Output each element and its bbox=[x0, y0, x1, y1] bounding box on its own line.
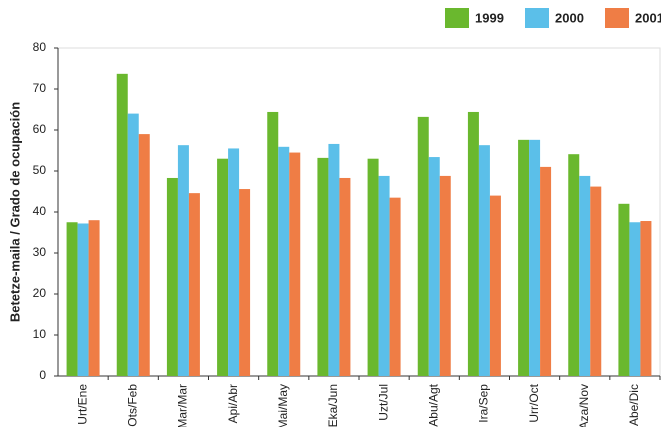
bar bbox=[267, 111, 279, 377]
bar bbox=[640, 221, 652, 376]
bar bbox=[138, 134, 150, 376]
x-tick-label: Abu/Agt bbox=[426, 383, 440, 426]
x-tick-label: Abe/Dic bbox=[627, 384, 641, 426]
bar bbox=[228, 148, 240, 376]
x-tick-label: Mai/May bbox=[276, 384, 290, 427]
y-tick-label: 20 bbox=[33, 286, 47, 300]
bar bbox=[478, 145, 490, 376]
bar bbox=[278, 146, 290, 376]
x-tick-label: Api/Abr bbox=[226, 384, 240, 423]
bar bbox=[328, 143, 340, 376]
x-tick-label: Urr/Oct bbox=[527, 383, 541, 422]
bar bbox=[177, 145, 189, 376]
bar bbox=[289, 152, 301, 376]
bar bbox=[439, 175, 451, 376]
bar bbox=[529, 139, 541, 376]
bar bbox=[389, 197, 401, 376]
bar bbox=[217, 158, 229, 376]
bar bbox=[417, 116, 429, 376]
x-tick-label: Eka/Jun bbox=[326, 384, 340, 427]
y-tick-label: 50 bbox=[33, 163, 47, 177]
legend-text: 1999 bbox=[475, 10, 504, 25]
y-tick-label: 60 bbox=[33, 122, 47, 136]
legend-text: 2000 bbox=[555, 10, 584, 25]
bar bbox=[66, 222, 78, 376]
legend-swatch bbox=[525, 8, 549, 28]
x-tick-label: Ots/Feb bbox=[125, 384, 139, 427]
bar bbox=[166, 177, 178, 376]
x-tick-label: Mar/Mar bbox=[176, 384, 190, 427]
legend-text: 2001 bbox=[635, 10, 661, 25]
bar bbox=[618, 203, 630, 376]
bar bbox=[428, 157, 440, 376]
legend-swatch bbox=[605, 8, 629, 28]
y-tick-label: 80 bbox=[33, 40, 47, 54]
bar bbox=[540, 166, 552, 376]
bar bbox=[579, 175, 591, 376]
x-tick-label: Aza/Nov bbox=[577, 384, 591, 427]
y-tick-label: 10 bbox=[33, 327, 47, 341]
bar bbox=[88, 220, 100, 376]
bar bbox=[127, 113, 139, 376]
y-tick-label: 30 bbox=[33, 245, 47, 259]
y-tick-label: 40 bbox=[33, 204, 47, 218]
y-tick-label: 70 bbox=[33, 81, 47, 95]
x-tick-label: Ira/Sep bbox=[477, 384, 491, 423]
legend-swatch bbox=[445, 8, 469, 28]
bar bbox=[489, 195, 501, 376]
bar bbox=[568, 154, 580, 376]
bar bbox=[629, 222, 641, 376]
bar bbox=[116, 73, 128, 376]
bar bbox=[590, 186, 602, 376]
bar bbox=[239, 189, 251, 376]
x-tick-label: Uzt/Jul bbox=[376, 384, 390, 421]
bar bbox=[317, 157, 329, 376]
bar bbox=[77, 223, 89, 376]
x-tick-label: Urt/Ene bbox=[75, 384, 89, 425]
bar bbox=[467, 111, 479, 377]
bar bbox=[188, 193, 200, 376]
bar bbox=[378, 175, 390, 376]
bar bbox=[367, 158, 379, 376]
y-axis-title: Betetze-maila / Grado de ocupación bbox=[7, 102, 22, 322]
bar bbox=[339, 177, 351, 376]
y-tick-label: 0 bbox=[39, 368, 46, 382]
bar bbox=[518, 139, 530, 376]
